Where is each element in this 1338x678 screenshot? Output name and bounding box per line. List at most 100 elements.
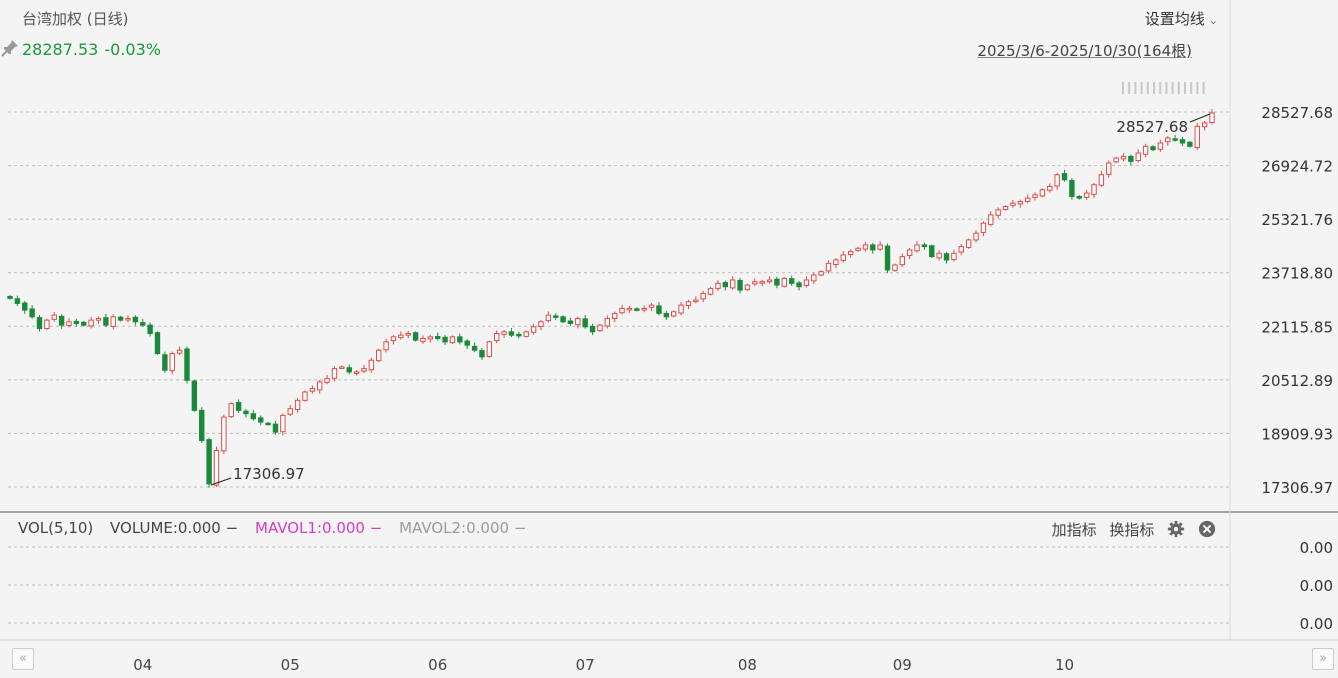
- candle-body: [302, 391, 308, 401]
- candle-body: [346, 367, 352, 373]
- candle-body: [538, 321, 544, 327]
- gear-icon[interactable]: [1167, 520, 1185, 538]
- switch-indicator-button[interactable]: 换指标: [1109, 521, 1155, 539]
- candle-body: [339, 366, 345, 369]
- candle-body: [29, 308, 35, 318]
- candle-body: [707, 287, 714, 295]
- volume-grid: [8, 546, 1230, 624]
- scroll-right-button[interactable]: »: [1312, 648, 1334, 670]
- candle-body: [508, 331, 515, 336]
- candle-body: [125, 317, 131, 321]
- candle-body: [1120, 155, 1127, 160]
- pin-icon[interactable]: [0, 38, 20, 58]
- volume-tick-label: 0.00: [1300, 615, 1333, 633]
- marker-strip-tick: [1177, 82, 1180, 94]
- candle-body: [324, 378, 330, 383]
- candle-body: [929, 245, 935, 258]
- time-tick-label: 08: [738, 656, 757, 674]
- candle-body: [914, 244, 920, 252]
- candle-body: [788, 278, 795, 284]
- candle-body: [604, 317, 611, 327]
- time-tick-label: 04: [133, 656, 152, 674]
- price-tick-label: 18909.93: [1261, 425, 1333, 443]
- price-axis: 28527.68 26924.72 25321.76 23718.80 22115.85…: [1261, 104, 1333, 497]
- candle-body: [560, 316, 566, 323]
- price-tick-label: 22115.85: [1261, 318, 1333, 336]
- candle-body: [575, 317, 581, 326]
- candle-body: [685, 301, 692, 306]
- candle-body: [44, 319, 50, 329]
- candle-body: [626, 307, 633, 311]
- candle-body: [1187, 141, 1193, 147]
- candle-body: [678, 304, 684, 314]
- candle-body: [442, 336, 448, 343]
- candle-body: [272, 423, 279, 433]
- candle-body: [427, 336, 434, 340]
- candle-body: [36, 317, 43, 329]
- candle-body: [1024, 197, 1031, 202]
- candle-body: [250, 413, 257, 420]
- candle-body: [1061, 173, 1068, 181]
- candle-body: [132, 316, 139, 323]
- add-indicator-button[interactable]: 加指标: [1051, 521, 1097, 539]
- candle-body: [744, 284, 751, 291]
- candle-body: [958, 246, 964, 253]
- candle-body: [169, 353, 175, 372]
- candle-body: [1047, 185, 1053, 191]
- candle-body: [840, 254, 846, 261]
- volume-tick-label: 0.00: [1300, 577, 1333, 595]
- candle-body: [88, 319, 94, 327]
- candle-body: [154, 332, 161, 355]
- candle-body: [361, 368, 367, 372]
- candle-body: [752, 281, 758, 285]
- candle-body: [479, 350, 485, 358]
- marker-strip-tick: [1153, 82, 1155, 94]
- price-tick-label: 23718.80: [1261, 265, 1333, 283]
- candle-body: [530, 326, 537, 333]
- candle-body: [1157, 142, 1164, 150]
- candle-body: [781, 277, 787, 287]
- candle-body: [1032, 194, 1038, 198]
- candle-body: [7, 295, 13, 299]
- candle-body: [951, 252, 957, 261]
- candle-body: [825, 262, 832, 272]
- candle-body: [140, 322, 146, 326]
- candle-body: [287, 408, 293, 415]
- time-tick-label: 10: [1055, 656, 1074, 674]
- candle-body: [1010, 202, 1016, 206]
- price-grid: [8, 111, 1230, 488]
- change-percent: -0.03%: [104, 40, 161, 59]
- candle-body: [213, 449, 220, 486]
- candle-body: [206, 439, 212, 485]
- candle-body: [221, 416, 227, 452]
- candle-body: [435, 335, 441, 340]
- candle-body: [412, 332, 419, 341]
- candle-body: [14, 298, 21, 304]
- candle-body: [1150, 146, 1156, 151]
- candle-body: [899, 256, 905, 266]
- ma-setting-button[interactable]: 设置均线 ⌄: [1145, 8, 1218, 29]
- candle-body: [1054, 174, 1060, 187]
- scroll-left-button[interactable]: «: [12, 648, 34, 670]
- candle-body: [103, 317, 109, 326]
- candle-body: [943, 253, 950, 261]
- candle-body: [464, 340, 470, 346]
- candle-body: [670, 311, 677, 317]
- candle-body: [110, 316, 116, 327]
- date-range-link[interactable]: 2025/3/6-2025/10/30(164根): [977, 42, 1192, 60]
- markers: 28527.68 17306.97: [210, 82, 1211, 486]
- candle-body: [936, 252, 942, 259]
- chart-title: 台湾加权 (日线): [22, 10, 129, 28]
- marker-strip-tick: [1128, 82, 1131, 94]
- time-tick-label: 06: [428, 656, 447, 674]
- close-icon[interactable]: [1198, 520, 1216, 538]
- candle-body: [471, 345, 478, 351]
- candle-body: [1113, 157, 1119, 163]
- candle-body: [81, 321, 87, 326]
- candle-body: [1179, 139, 1186, 144]
- marker-strip-tick: [1140, 82, 1143, 94]
- candle-body: [862, 244, 869, 250]
- candles: [7, 109, 1215, 488]
- candle-body: [228, 403, 234, 418]
